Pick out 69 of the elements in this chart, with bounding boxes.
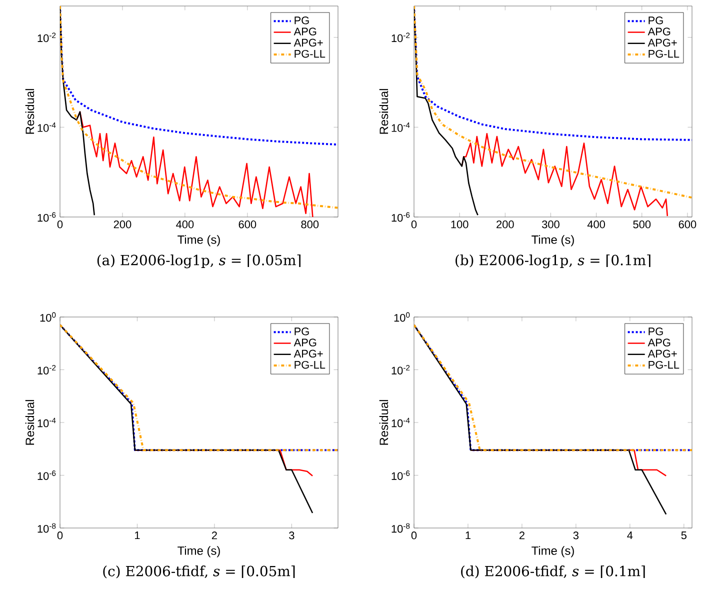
x-tick-label: 600 [238,220,256,228]
y-tick-label: 10$^{-8}$ [392,523,410,533]
legend-label: APG [294,28,316,36]
legend-label: APG+ [294,350,323,358]
text: (b) E2006-log1p, s = ⌈0.1m⌉ [456,254,650,268]
legend-label: APG [648,28,670,36]
x-tick-label: 200 [496,220,514,228]
x-tick-label: 600 [678,220,696,228]
x-tick-label: 500 [633,220,651,228]
y-tick-label: 10$^{-6}$ [392,212,410,222]
legend-label: APG [648,338,670,346]
legend-label: APG [294,338,316,346]
y-tick-label: 10$^{-4}$ [392,122,410,132]
x-tick-label: 800 [301,220,319,228]
text: (c) E2006-tfidf, s = ⌈0.05m⌉ [103,566,295,578]
x-axis-title: Time (s) [178,235,220,246]
line-series [461,132,668,217]
x-tick-label: 3 [573,532,579,540]
legend-label: PG-LL [294,50,326,58]
y-tick-label: 10$^{-4}$ [392,418,410,428]
y-axis-title: Residual [25,400,34,445]
legend-label: APG+ [294,38,323,47]
x-axis-title: Time (s) [178,546,220,558]
x-axis-title: Time (s) [532,235,574,246]
x-tick-label: 0 [57,220,63,228]
line-series [60,6,338,209]
legend-label: PG [648,16,663,24]
x-tick-label: 2 [212,532,217,540]
x-tick-label: 2 [519,532,524,540]
legend-label: PG-LL [294,360,326,369]
x-tick-label: 0 [411,220,417,228]
y-tick-label: 10$^{-6}$ [38,212,56,222]
y-axis-title: Residual [379,400,388,445]
y-axis-title: Residual [379,89,388,134]
y-tick-label: 10$^{-8}$ [38,523,56,533]
legend-label: PG-LL [648,360,680,369]
x-tick-label: 3 [289,532,294,540]
y-tick-label: 10$^{-2}$ [392,32,410,42]
x-tick-label: 1 [466,532,471,540]
y-tick-label: 10$^{-4}$ [38,418,56,428]
x-tick-label: 400 [587,220,605,228]
x-tick-label: 0 [57,532,63,540]
y-tick-label: 10$^{-2}$ [38,365,56,374]
legend-label: PG-LL [648,50,680,58]
legend-label: PG [294,328,309,336]
y-tick-label: 10$^{-2}$ [38,32,56,42]
y-tick-label: 10$^{-2}$ [392,365,410,374]
x-tick-label: 100 [451,220,468,228]
legend-label: APG+ [648,350,677,358]
x-tick-label: 400 [176,220,194,228]
legend-label: PG [648,328,663,336]
x-tick-label: 1 [135,532,140,540]
y-tick-label: 10$^{0}$ [40,312,56,322]
x-tick-label: 4 [627,532,633,540]
y-tick-label: 10$^{0}$ [394,312,410,322]
x-tick-label: 0 [411,532,417,540]
y-tick-label: 10$^{-6}$ [38,470,56,480]
line-series [414,6,692,199]
x-axis-title: Time (s) [532,546,574,558]
text: (a) E2006-log1p, s = ⌈0.05m⌉ [97,254,300,268]
text: (d) E2006-tfidf, s = ⌈0.1m⌉ [461,566,645,578]
x-tick-label: 5 [681,532,686,540]
x-tick-label: 200 [114,220,132,228]
y-tick-label: 10$^{-4}$ [38,122,56,132]
legend-label: APG+ [648,38,677,47]
x-tick-label: 300 [542,220,560,228]
legend-label: PG [294,16,309,24]
y-axis-title: Residual [25,89,34,134]
y-tick-label: 10$^{-6}$ [392,470,410,480]
